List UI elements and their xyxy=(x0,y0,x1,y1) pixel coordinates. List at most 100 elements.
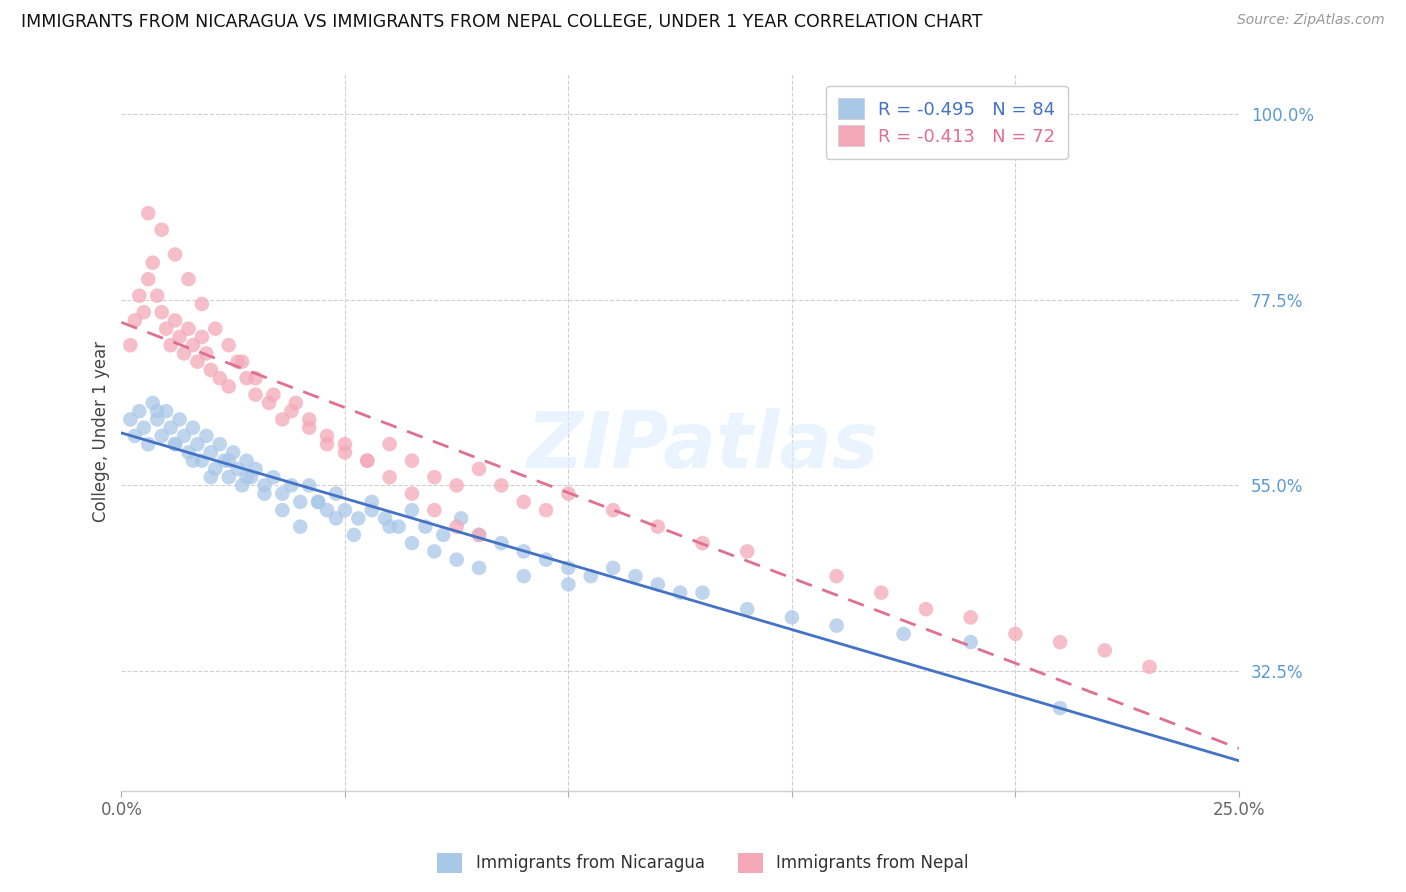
Point xyxy=(316,429,339,443)
Point xyxy=(159,338,181,352)
Point xyxy=(446,519,468,533)
Point xyxy=(825,569,848,583)
Point xyxy=(150,429,173,443)
Point xyxy=(307,495,329,509)
Point xyxy=(298,478,321,492)
Point xyxy=(132,305,155,319)
Point xyxy=(534,503,557,517)
Point xyxy=(146,412,169,426)
Point xyxy=(173,346,195,360)
Point xyxy=(343,528,366,542)
Point xyxy=(374,511,396,525)
Point xyxy=(378,470,401,484)
Point xyxy=(159,420,181,434)
Point xyxy=(512,569,534,583)
Point xyxy=(316,437,339,451)
Point xyxy=(124,313,146,327)
Point xyxy=(378,437,401,451)
Point xyxy=(226,462,249,476)
Point xyxy=(557,486,579,500)
Point xyxy=(870,585,893,599)
Point xyxy=(136,272,159,286)
Point xyxy=(132,420,155,434)
Point xyxy=(253,486,276,500)
Point xyxy=(204,321,226,335)
Point xyxy=(240,470,263,484)
Point xyxy=(165,247,187,261)
Point xyxy=(602,503,624,517)
Point xyxy=(169,412,191,426)
Point xyxy=(231,478,253,492)
Point xyxy=(647,577,669,591)
Point xyxy=(325,511,347,525)
Point xyxy=(181,338,204,352)
Point xyxy=(235,371,257,385)
Point xyxy=(150,223,173,237)
Point xyxy=(401,453,423,467)
Point xyxy=(128,404,150,418)
Point xyxy=(378,519,401,533)
Point xyxy=(271,503,294,517)
Point xyxy=(142,396,165,410)
Point xyxy=(735,544,758,558)
Point xyxy=(446,552,468,566)
Point xyxy=(1049,701,1071,715)
Point xyxy=(401,536,423,550)
Point xyxy=(307,495,329,509)
Point xyxy=(181,420,204,434)
Point xyxy=(468,528,491,542)
Point xyxy=(142,256,165,270)
Point xyxy=(235,453,257,467)
Point xyxy=(200,470,222,484)
Point xyxy=(360,503,382,517)
Point xyxy=(181,453,204,467)
Point xyxy=(1094,643,1116,657)
Point xyxy=(169,330,191,344)
Legend: R = -0.495   N = 84, R = -0.413   N = 72: R = -0.495 N = 84, R = -0.413 N = 72 xyxy=(825,86,1067,159)
Point xyxy=(177,272,200,286)
Point xyxy=(245,371,267,385)
Point xyxy=(191,453,214,467)
Point xyxy=(271,486,294,500)
Point xyxy=(245,462,267,476)
Point xyxy=(124,429,146,443)
Point xyxy=(1139,660,1161,674)
Point xyxy=(165,313,187,327)
Point xyxy=(669,585,692,599)
Text: ZIPatlas: ZIPatlas xyxy=(526,409,879,484)
Legend: Immigrants from Nicaragua, Immigrants from Nepal: Immigrants from Nicaragua, Immigrants fr… xyxy=(430,847,976,880)
Text: IMMIGRANTS FROM NICARAGUA VS IMMIGRANTS FROM NEPAL COLLEGE, UNDER 1 YEAR CORRELA: IMMIGRANTS FROM NICARAGUA VS IMMIGRANTS … xyxy=(21,13,983,31)
Point xyxy=(915,602,938,616)
Point xyxy=(491,478,513,492)
Point xyxy=(208,371,231,385)
Point xyxy=(512,495,534,509)
Point xyxy=(1004,627,1026,641)
Point xyxy=(534,552,557,566)
Point xyxy=(191,330,214,344)
Point xyxy=(959,635,981,649)
Point xyxy=(333,445,356,459)
Point xyxy=(825,618,848,632)
Point xyxy=(136,437,159,451)
Point xyxy=(347,511,370,525)
Point xyxy=(780,610,803,624)
Point xyxy=(735,602,758,616)
Point xyxy=(222,445,245,459)
Point xyxy=(186,437,208,451)
Point xyxy=(200,363,222,377)
Point xyxy=(579,569,602,583)
Point xyxy=(468,528,491,542)
Point xyxy=(120,412,142,426)
Point xyxy=(432,528,454,542)
Point xyxy=(212,453,235,467)
Point xyxy=(262,387,284,401)
Point xyxy=(195,346,218,360)
Point xyxy=(245,387,267,401)
Point xyxy=(195,429,218,443)
Point xyxy=(218,338,240,352)
Point xyxy=(624,569,647,583)
Point xyxy=(401,486,423,500)
Text: Source: ZipAtlas.com: Source: ZipAtlas.com xyxy=(1237,13,1385,28)
Point xyxy=(290,519,312,533)
Point xyxy=(191,297,214,311)
